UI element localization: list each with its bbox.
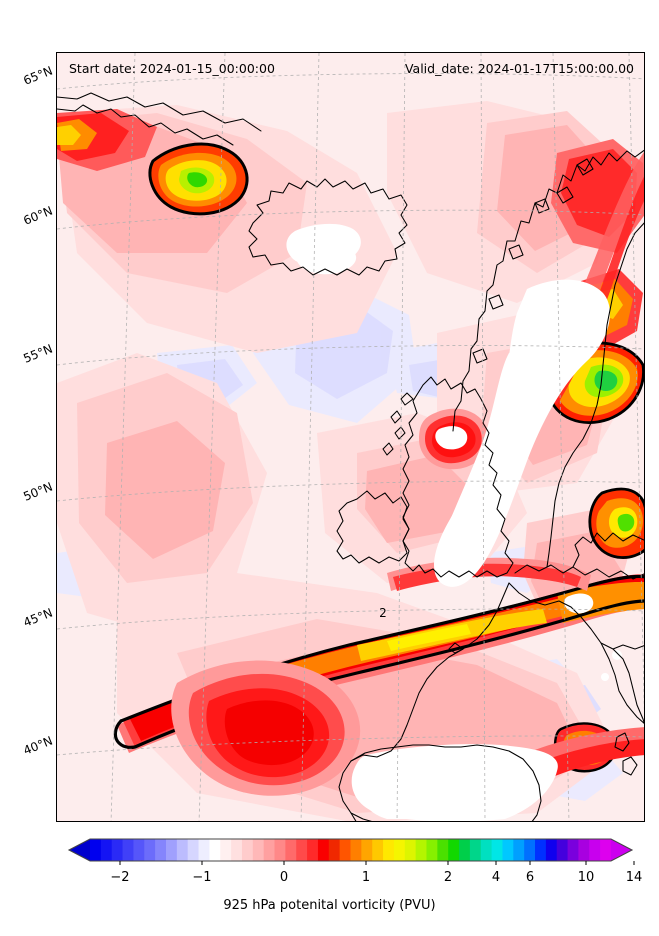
colorbar: −2 −1 0 1 2 4 6 10 14 [56, 836, 645, 885]
colorbar-swatch-11 [209, 839, 221, 861]
colorbar-swatch-38 [502, 839, 514, 861]
potential-vorticity-map: 2 [57, 53, 644, 821]
colorbar-swatch-42 [545, 839, 558, 861]
latitude-tick-0: 65°N [21, 63, 55, 88]
colorbar-swatch-9 [187, 839, 200, 861]
colorbar-swatch-0 [90, 839, 102, 861]
colorbar-swatch-31 [426, 839, 438, 861]
colorbar-swatch-6 [155, 839, 167, 861]
colorbar-tick-label-2: 0 [279, 870, 289, 885]
colorbar-outline [67, 838, 634, 862]
colorbar-swatch-28 [393, 839, 406, 861]
colorbar-swatch-47 [600, 839, 612, 861]
colorbar-swatch-18 [285, 839, 297, 861]
colorbar-swatch-4 [133, 839, 145, 861]
colorbar-swatch-22 [328, 839, 341, 861]
colorbar-swatch-46 [589, 839, 601, 861]
colorbar-swatch-23 [339, 839, 352, 861]
colorbar-gradient [67, 838, 635, 865]
valid-date-annotation: Valid_date: 2024-01-17T15:00:00.00 [404, 61, 634, 76]
colorbar-swatch-25 [361, 839, 373, 861]
start-date-annotation: Start date: 2024-01-15_00:00:00 [69, 61, 275, 76]
colorbar-tick-label-5: 4 [491, 870, 501, 885]
colorbar-swatch-27 [383, 839, 395, 861]
colorbar-swatch-8 [176, 839, 189, 861]
colorbar-axis-label: 925 hPa potenital vorticity (PVU) [223, 898, 436, 913]
colorbar-swatch-32 [437, 839, 449, 861]
colorbar-swatch-20 [307, 839, 319, 861]
colorbar-swatch-21 [317, 839, 330, 861]
latitude-tick-3: 50°N [21, 479, 55, 504]
colorbar-swatch-12 [220, 839, 232, 861]
colorbar-swatch-19 [296, 839, 308, 861]
colorbar-swatch-36 [480, 839, 493, 861]
colorbar-tick-label-4: 2 [443, 870, 453, 885]
colorbar-swatch-10 [198, 839, 210, 861]
map-axes[interactable]: 2 [56, 52, 645, 822]
colorbar-swatch-40 [524, 839, 536, 861]
colorbar-swatch-15 [252, 839, 265, 861]
latitude-tick-5: 40°N [21, 733, 55, 758]
colorbar-tick-label-0: −2 [110, 870, 130, 885]
colorbar-swatch-13 [231, 839, 243, 861]
colorbar-swatch-2 [111, 839, 124, 861]
colorbar-swatch-29 [404, 839, 417, 861]
colorbar-swatch-39 [513, 839, 525, 861]
latitude-tick-1: 60°N [21, 203, 55, 228]
colorbar-swatch-44 [567, 839, 580, 861]
colorbar-swatch-43 [556, 839, 569, 861]
colorbar-swatch-5 [144, 839, 156, 861]
colorbar-swatch-17 [274, 839, 286, 861]
colorbar-swatch-37 [491, 839, 504, 861]
latitude-tick-4: 45°N [21, 605, 55, 630]
colorbar-swatch-3 [122, 839, 135, 861]
colorbar-swatch-7 [165, 839, 178, 861]
colorbar-swatch-24 [350, 839, 362, 861]
colorbar-tick-label-8: 14 [625, 870, 643, 885]
colorbar-tick-label-3: 1 [361, 870, 371, 885]
colorbar-swatch-30 [415, 839, 428, 861]
colorbar-swatch-16 [263, 839, 276, 861]
colorbar-swatch-33 [448, 839, 460, 861]
colorbar-swatch-1 [100, 839, 113, 861]
colorbar-tick-label-7: 10 [577, 870, 595, 885]
colorbar-over-arrow [611, 839, 632, 861]
latitude-tick-2: 55°N [21, 341, 55, 366]
colorbar-tick-label-1: −1 [192, 870, 212, 885]
colorbar-tick-label-6: 6 [525, 870, 535, 885]
colorbar-swatch-41 [535, 839, 547, 861]
colorbar-swatch-45 [578, 839, 590, 861]
colorbar-swatch-35 [469, 839, 482, 861]
svg-text:2: 2 [379, 606, 387, 620]
colorbar-swatch-26 [372, 839, 384, 861]
colorbar-under-arrow [69, 839, 90, 861]
colorbar-swatch-34 [459, 839, 471, 861]
colorbar-swatch-14 [241, 839, 254, 861]
